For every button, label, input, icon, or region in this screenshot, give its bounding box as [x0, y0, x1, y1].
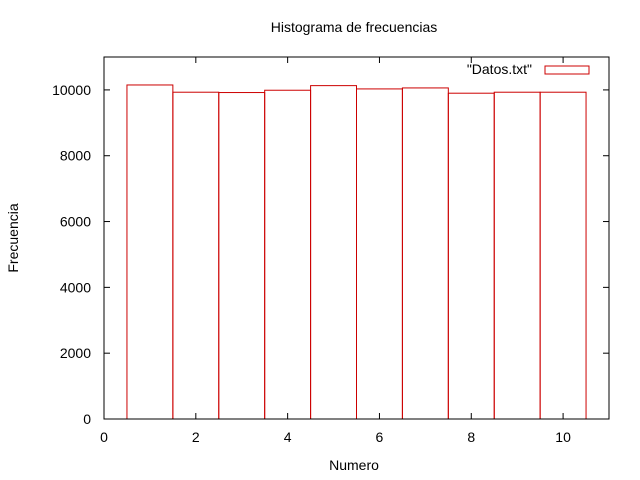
legend-swatch — [544, 65, 590, 75]
bar-8 — [447, 92, 495, 420]
legend: "Datos.txt" — [467, 61, 590, 77]
x-tick-label: 0 — [100, 429, 108, 445]
x-tick-label: 6 — [376, 429, 384, 445]
bars — [126, 84, 587, 420]
legend-label: "Datos.txt" — [467, 61, 532, 77]
y-tick-label: 6000 — [60, 214, 91, 230]
bar-6 — [356, 88, 403, 420]
y-axis-label: Frecuencia — [5, 203, 21, 272]
x-tick-label: 8 — [467, 429, 475, 445]
y-tick-label: 4000 — [60, 279, 91, 295]
bar-10 — [539, 91, 587, 420]
bar-4 — [264, 89, 312, 420]
x-tick-label: 2 — [192, 429, 200, 445]
y-tick-label: 8000 — [60, 148, 91, 164]
bar-7 — [401, 87, 449, 420]
bar-1 — [126, 84, 174, 420]
y-tick-label: 10000 — [52, 82, 91, 98]
bar-2 — [172, 91, 220, 420]
y-tick-label: 0 — [83, 411, 91, 427]
x-tick-label: 10 — [555, 429, 571, 445]
bar-3 — [218, 92, 266, 420]
bar-9 — [493, 91, 541, 420]
plot-frame — [103, 56, 610, 420]
chart-title: Histograma de frecuencias — [271, 19, 438, 35]
bar-5 — [310, 85, 358, 420]
x-axis-label: Numero — [329, 457, 379, 473]
axis-ticks: 0 2 4 6 8 10 0 2000 4000 6000 8000 10000 — [52, 57, 609, 445]
x-tick-label: 4 — [284, 429, 292, 445]
y-tick-label: 2000 — [60, 345, 91, 361]
